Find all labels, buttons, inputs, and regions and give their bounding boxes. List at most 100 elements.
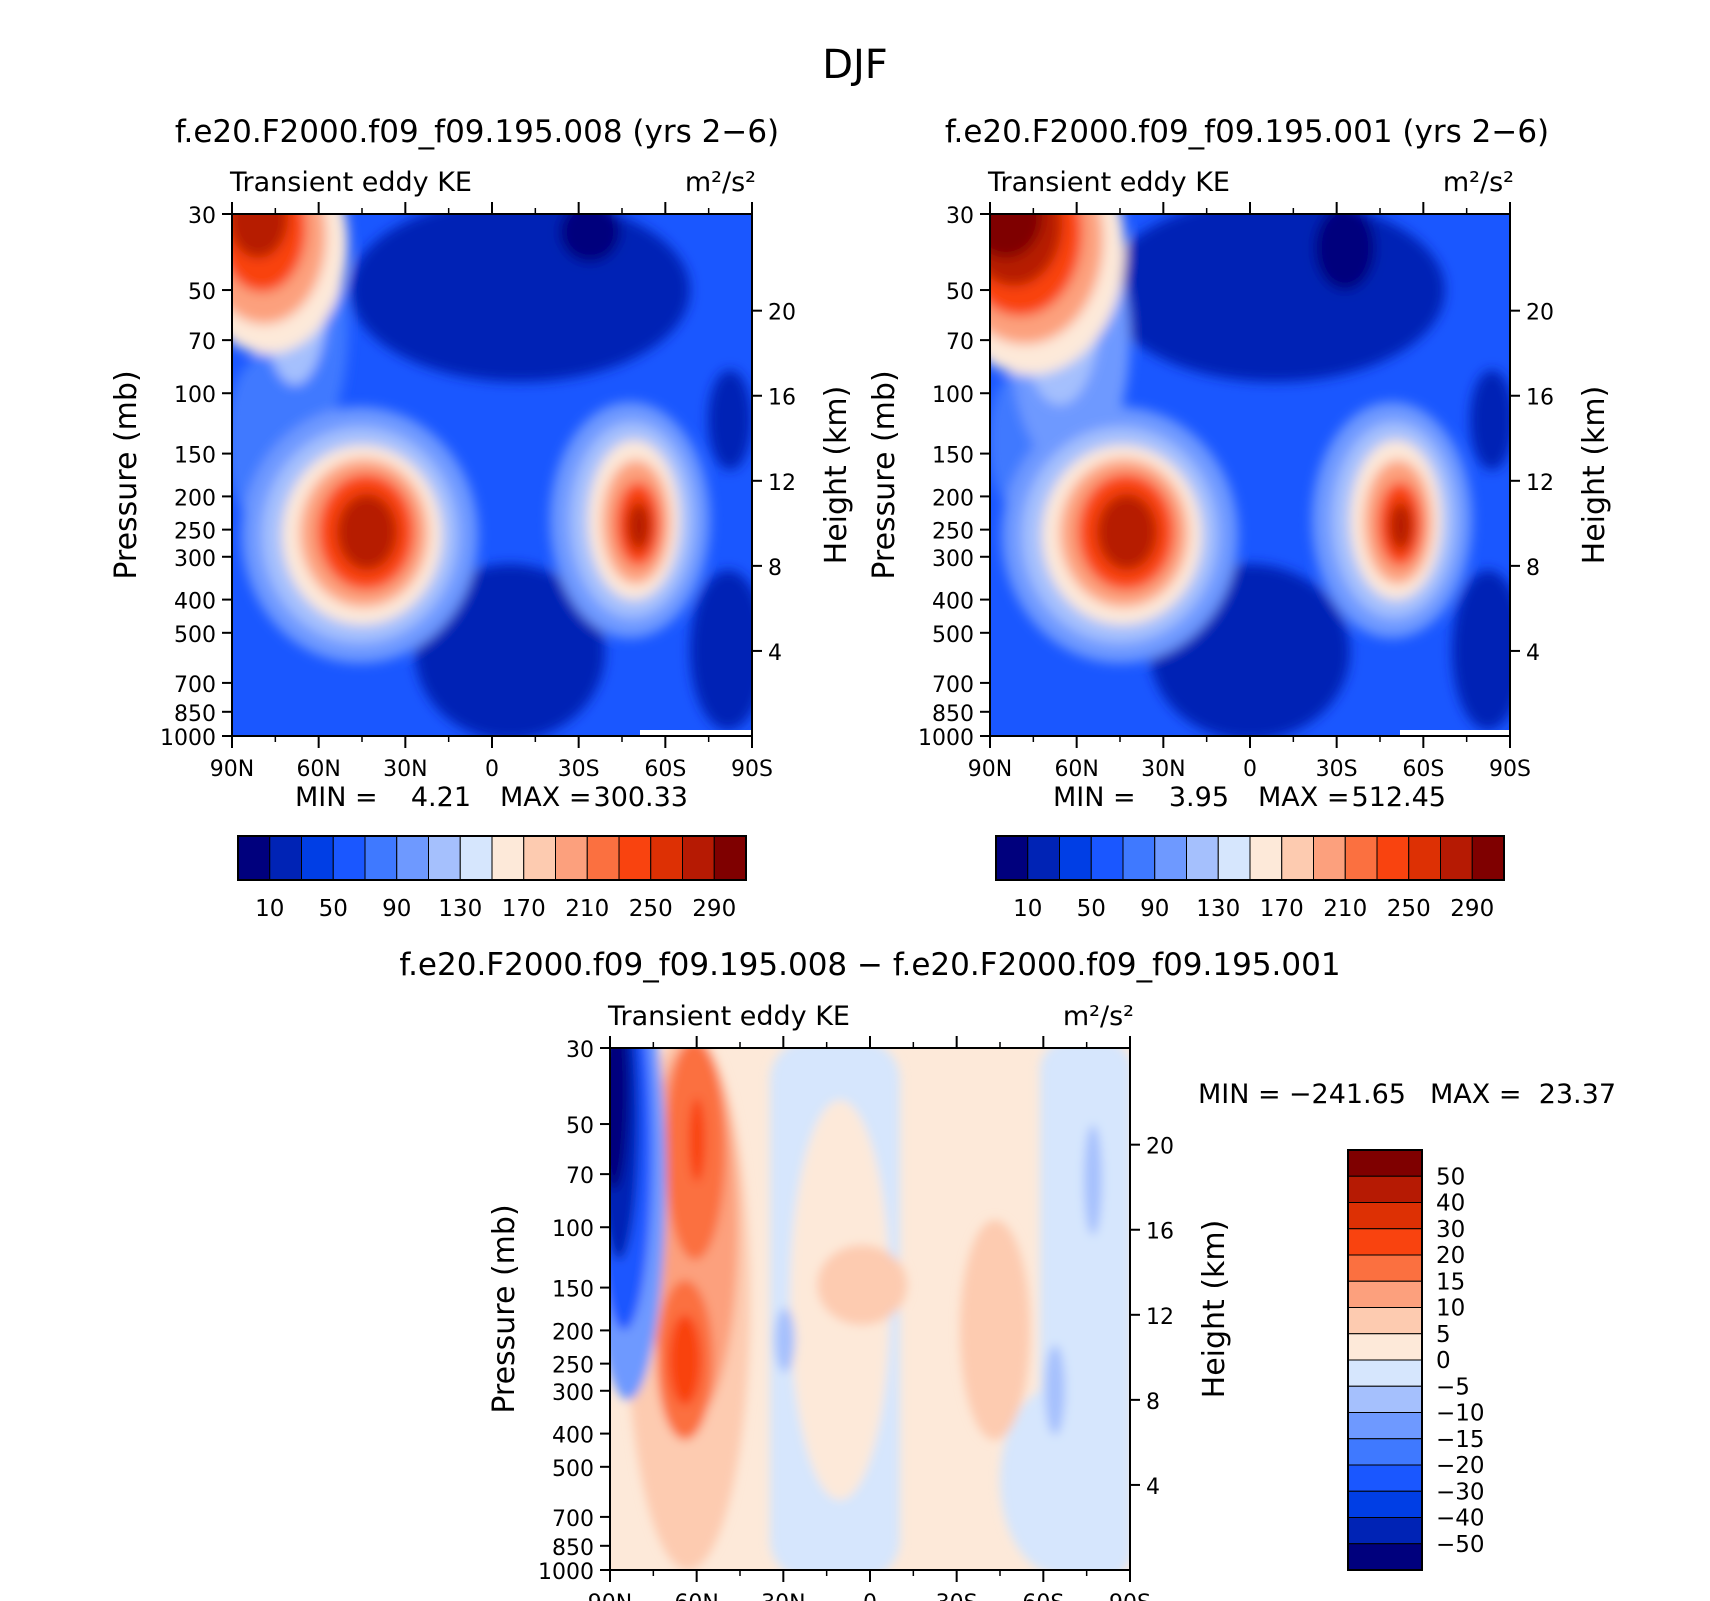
panel-2-colorbar-swatch: [1027, 835, 1060, 881]
panel-1-y2-axis-label: Height (km): [819, 386, 854, 565]
panel-2-y-axis-label: Pressure (mb): [867, 370, 902, 579]
panel-2-xtick-label: 30S: [1316, 757, 1358, 782]
panel-3-positive-core-lower: [669, 1315, 701, 1405]
panel-3-colorbar-swatch: [1347, 1202, 1423, 1230]
panel-3-colorbar-label: −40: [1436, 1506, 1485, 1532]
panel-3-polar-neg-4: [610, 1048, 628, 1190]
panel-1-ytick-label: 200: [174, 486, 216, 511]
panel-2-plot-area: [990, 214, 1510, 736]
panel-1-colorbar-swatch: [555, 835, 588, 881]
panel-1-colorbar-swatch: [428, 835, 461, 881]
panel-1-colorbar-label: 130: [438, 896, 482, 922]
panel-3-colorbar-label: −30: [1436, 1479, 1485, 1505]
panel-1-y2tick-label: 20: [768, 301, 796, 326]
panel-3-ytick-label: 300: [552, 1381, 594, 1406]
panel-1-sh-storm-6: [627, 502, 651, 550]
panel-2-right-low-upper: [1470, 370, 1510, 470]
panel-2-colorbar-label: 170: [1260, 896, 1304, 922]
panel-1-ytick-label: 50: [188, 280, 216, 305]
panel-1-colorbar-label: 90: [382, 896, 411, 922]
panel-3-negative-lower-70s: [1000, 1385, 1120, 1570]
panel-2-ytick-label: 30: [946, 204, 974, 229]
panel-2-ytick-label: 70: [946, 330, 974, 355]
panel-2-y2tick-label: 8: [1526, 556, 1540, 581]
panel-2-max-label: MAX =: [1258, 782, 1349, 813]
panel-3-positive-core-upper: [689, 1098, 705, 1182]
panel-1-upper-low-core: [560, 214, 620, 262]
panel-1-colorbar-swatch: [682, 835, 715, 881]
panel-2-ytick-label: 200: [932, 486, 974, 511]
panel-2-xtick-label: 90S: [1489, 757, 1531, 782]
panel-2: f.e20.F2000.f09_f09.195.001 (yrs 2−6) Tr…: [867, 114, 1612, 922]
panel-2-sh-storm-6: [1389, 502, 1413, 550]
panel-3-units: m²/s²: [1063, 1001, 1134, 1032]
panel-2-colorbar-frame: [995, 835, 1505, 881]
panel-3-colorbar-label: 0: [1436, 1348, 1451, 1374]
panel-3-colorbar-swatch: [1347, 1438, 1423, 1466]
panel-2-y2tick-label: 12: [1526, 471, 1554, 496]
panel-3-min-value: −241.65: [1289, 1079, 1406, 1110]
panel-2-colorbar-swatch: [1281, 835, 1314, 881]
panel-2-variable-label: Transient eddy KE: [987, 167, 1230, 198]
panel-3-colorbar-swatch: [1347, 1359, 1423, 1387]
panel-3-negative-spot-25n: [775, 1308, 795, 1372]
panel-2-ytick-label: 850: [932, 702, 974, 727]
panel-2-colorbar-label: 130: [1196, 896, 1240, 922]
panel-2-xtick-label: 60N: [1054, 757, 1098, 782]
panel-3-y2tick-label: 8: [1146, 1390, 1160, 1415]
panel-1-missing-region: [640, 730, 752, 736]
panel-1-colorbar-swatch: [586, 835, 620, 881]
panel-2-colorbar-swatch: [1090, 835, 1124, 881]
panel-2-colorbar-swatch: [1376, 835, 1410, 881]
panel-3-colorbar-label: −15: [1436, 1427, 1485, 1453]
panel-1-y2tick-label: 4: [768, 641, 782, 666]
panel-3-colorbar-label: 5: [1436, 1322, 1451, 1348]
panel-1-ytick-label: 850: [174, 702, 216, 727]
panel-3-colorbar-label: −20: [1436, 1453, 1485, 1479]
panel-1-colorbar-swatch: [301, 835, 334, 881]
panel-3-colorbar-label: −10: [1436, 1401, 1485, 1427]
panel-1-xtick-label: 90N: [210, 757, 254, 782]
panel-3-ytick-label: 150: [552, 1278, 594, 1303]
panel-2-min-label: MIN =: [1053, 782, 1136, 813]
panel-3-colorbar-label: 40: [1436, 1191, 1465, 1217]
panel-1-colorbar-label: 290: [692, 896, 736, 922]
panel-3-plot-area: [610, 1048, 1130, 1570]
panel-1-polar-4: [232, 214, 288, 258]
panel-1-colorbar-swatch: [396, 835, 429, 881]
panel-3-colorbar-swatch: [1347, 1228, 1423, 1256]
panel-3-y2-axis-label: Height (km): [1197, 1220, 1232, 1399]
panel-1-nh-storm-6: [337, 494, 397, 570]
panel-2-y2tick-label: 4: [1526, 641, 1540, 666]
panel-2-y2tick-label: 20: [1526, 301, 1554, 326]
panel-2-ytick-label: 700: [932, 673, 974, 698]
panel-3-ytick-label: 1000: [538, 1560, 594, 1585]
panel-2-ytick-label: 300: [932, 547, 974, 572]
panel-3-y2tick-label: 12: [1146, 1305, 1174, 1330]
panel-1-colorbar-swatch: [650, 835, 683, 881]
panel-2-colorbar-swatch: [1440, 835, 1473, 881]
panel-3-ytick-label: 30: [566, 1038, 594, 1063]
panel-1-xtick-label: 60N: [296, 757, 340, 782]
panel-1-colorbar-swatch: [332, 835, 366, 881]
panel-2-ytick-label: 150: [932, 444, 974, 469]
panel-2-colorbar-swatch: [1122, 835, 1156, 881]
panel-2-colorbar-label: 210: [1323, 896, 1367, 922]
panel-2-colorbar-swatch: [1059, 835, 1092, 881]
panel-1-colorbar-swatch: [364, 835, 398, 881]
panel-1-units: m²/s²: [685, 167, 756, 198]
panel-1-upper-low-region: [350, 214, 690, 382]
panel-1-ytick-label: 150: [174, 444, 216, 469]
panel-1-y2tick-label: 16: [768, 386, 796, 411]
panel-2-xtick-label: 60S: [1402, 757, 1444, 782]
panel-1-max-label: MAX =: [500, 782, 591, 813]
panel-3-colorbar-swatch: [1347, 1543, 1423, 1571]
panel-3-xtick-label: 30S: [936, 1591, 978, 1601]
panel-2-colorbar-swatch: [1471, 835, 1505, 881]
panel-3-positive-blob-10n: [817, 1245, 907, 1325]
panel-1-colorbar-swatch: [713, 835, 747, 881]
panel-3-y2tick-label: 4: [1146, 1475, 1160, 1500]
panel-3-colorbar-label: −5: [1436, 1374, 1470, 1400]
panel-1-colorbar-swatch: [491, 835, 525, 881]
